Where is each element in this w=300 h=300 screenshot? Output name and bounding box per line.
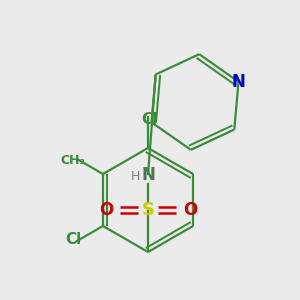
Text: H: H <box>130 170 140 184</box>
Text: N: N <box>141 166 155 184</box>
Text: N: N <box>232 73 245 91</box>
Text: Cl: Cl <box>141 112 157 128</box>
Text: S: S <box>142 201 154 219</box>
Text: O: O <box>99 201 113 219</box>
Text: O: O <box>183 201 197 219</box>
Text: CH₃: CH₃ <box>61 154 85 167</box>
Text: Cl: Cl <box>65 232 81 247</box>
